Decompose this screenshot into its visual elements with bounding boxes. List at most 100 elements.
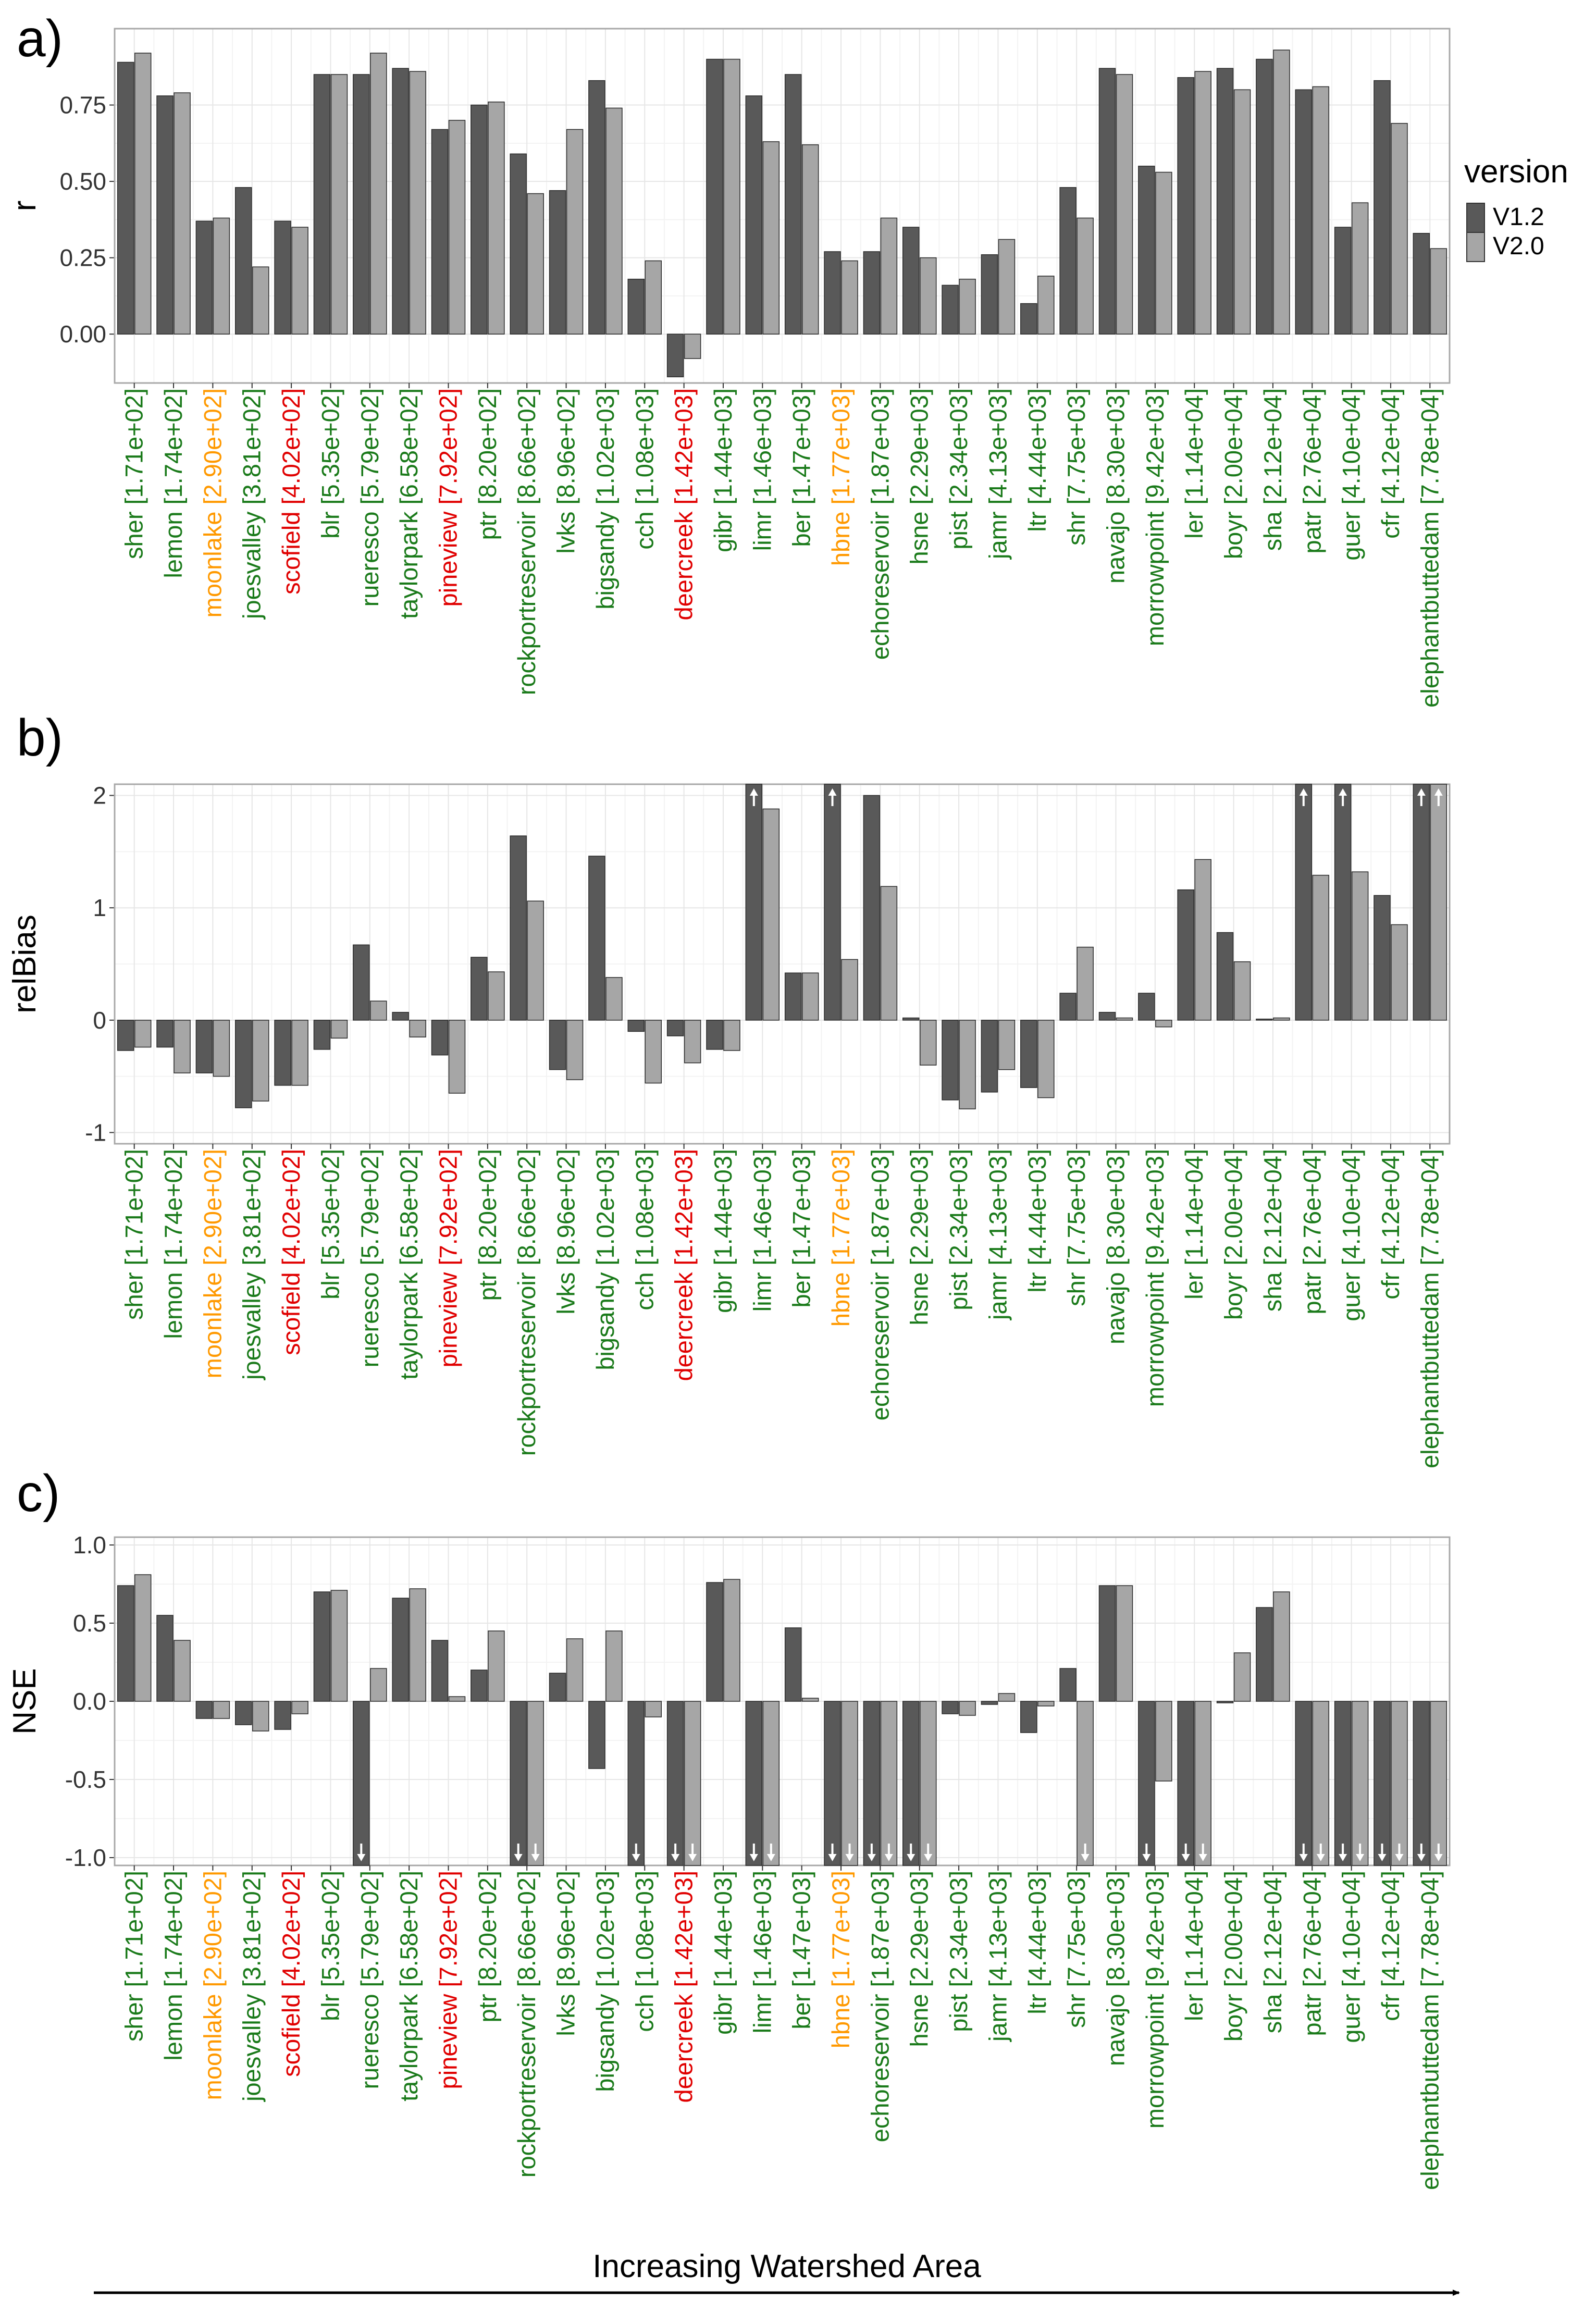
- offscale-arrowhead-icon: [514, 1854, 523, 1861]
- bar-gibr-v12: [706, 1582, 723, 1702]
- x-tick-label-pist: pist [2.34e+03]: [945, 1871, 972, 2032]
- bar-ptr-v20: [488, 101, 505, 335]
- y-tick-label: 0.75: [59, 92, 106, 119]
- x-tick-label-scofield: scofield [4.02e+02]: [277, 1871, 305, 2077]
- bar-sha-v12: [1256, 1018, 1273, 1021]
- x-tick-label-sha: sha [2.12e+04]: [1259, 388, 1286, 551]
- x-tick-label-echoreservoir: echoreservoir [1.87e+03]: [866, 1149, 894, 1420]
- x-tick-label-cfr: cfr [4.12e+04]: [1377, 1871, 1404, 2021]
- x-tick-label-sher: sher [1.71e+02]: [120, 1149, 148, 1320]
- x-tick-label-pineview: pineview [7.92e+02]: [435, 388, 462, 607]
- bar-limr-v12: [745, 784, 763, 1021]
- x-tick-label-shr: shr [7.75e+03]: [1062, 388, 1090, 546]
- bar-navajo-v20: [1116, 1585, 1133, 1702]
- bar-pineview-v12: [431, 129, 449, 335]
- bar-blr-v20: [330, 74, 348, 335]
- bar-elephantbuttedam-v12: [1413, 233, 1430, 335]
- x-tick-label-ler: ler [1.14e+04]: [1180, 1871, 1208, 2021]
- bar-bigsandy-v12: [588, 80, 605, 335]
- bar-patr-v12: [1295, 784, 1313, 1021]
- x-tick-label-sha: sha [2.12e+04]: [1259, 1149, 1286, 1312]
- bar-cfr-v20: [1391, 122, 1408, 335]
- bar-joesvalley-v20: [252, 1701, 269, 1732]
- bar-cch-v20: [645, 1701, 662, 1717]
- x-tick-label-rockportreservoir: rockportreservoir [8.66e+02]: [513, 1871, 540, 2178]
- offscale-arrowhead-icon: [357, 1854, 366, 1861]
- x-tick-label-patr: patr [2.76e+04]: [1298, 388, 1326, 554]
- offscale-arrowhead-icon: [1299, 788, 1308, 796]
- x-tick-label-boyr: boyr [2.00e+04]: [1220, 1149, 1247, 1320]
- y-tick-label: 2: [93, 782, 106, 809]
- x-tick-label-rockportreservoir: rockportreservoir [8.66e+02]: [513, 388, 540, 695]
- x-tick-label-ltr: ltr [4.44e+03]: [1023, 1871, 1051, 2014]
- bar-patr-v20: [1312, 86, 1330, 335]
- bar-guer-v12: [1334, 227, 1352, 335]
- offscale-arrowhead-icon: [671, 1854, 680, 1861]
- bar-boyr-v20: [1233, 1652, 1251, 1702]
- y-tick-label: 0.0: [73, 1688, 106, 1715]
- bar-lvks-v12: [549, 190, 566, 335]
- bar-morrowpoint-v12: [1138, 1701, 1155, 1866]
- y-axis-label: NSE: [7, 1668, 43, 1734]
- bar-sher-v12: [117, 1585, 134, 1702]
- bar-rueresco-v20: [370, 1668, 387, 1702]
- bar-pist-v20: [959, 1020, 976, 1109]
- y-axis-label: relBias: [7, 914, 43, 1013]
- bar-echoreservoir-v20: [880, 886, 898, 1021]
- bar-echoreservoir-v20: [880, 217, 898, 335]
- bar-ltr-v20: [1037, 1020, 1055, 1098]
- panel-a-label: a): [17, 9, 63, 68]
- bar-hsne-v12: [902, 1017, 920, 1021]
- bar-jamr-v12: [981, 254, 998, 335]
- bar-shr-v20: [1077, 1701, 1094, 1866]
- bar-boyr-v20: [1233, 961, 1251, 1021]
- bar-ptr-v20: [488, 1630, 505, 1702]
- offscale-arrowhead-icon: [1142, 1854, 1151, 1861]
- bar-navajo-v12: [1098, 68, 1116, 335]
- bar-moonlake-v20: [213, 1701, 230, 1719]
- x-tick-label-guer: guer [4.10e+04]: [1338, 388, 1365, 561]
- y-tick-label: 0.25: [59, 244, 106, 271]
- x-tick-label-morrowpoint: morrowpoint [9.42e+03]: [1141, 388, 1169, 646]
- bar-ber-v20: [801, 144, 819, 335]
- bar-joesvalley-v20: [252, 266, 269, 335]
- bar-blr-v20: [330, 1020, 348, 1039]
- bar-blr-v12: [313, 1591, 331, 1702]
- bar-cfr-v12: [1374, 895, 1391, 1021]
- bar-jamr-v20: [998, 1693, 1016, 1702]
- bar-navajo-v12: [1098, 1011, 1116, 1021]
- bar-shr-v12: [1059, 187, 1077, 335]
- bar-taylorpark-v12: [392, 1011, 409, 1021]
- bar-lvks-v12: [549, 1020, 566, 1070]
- bar-lemon-v12: [156, 1020, 174, 1048]
- bar-ptr-v12: [471, 957, 488, 1021]
- bar-ptr-v12: [471, 104, 488, 335]
- offscale-arrowhead-icon: [1316, 1854, 1325, 1861]
- y-tick-label: -0.5: [65, 1766, 106, 1793]
- bar-sha-v12: [1256, 1607, 1273, 1702]
- bar-bigsandy-v12: [588, 856, 605, 1021]
- bar-morrowpoint-v20: [1155, 171, 1172, 335]
- bar-sha-v12: [1256, 58, 1273, 335]
- legend-label-v12: V1.2: [1493, 203, 1544, 231]
- bar-taylorpark-v20: [409, 1588, 426, 1702]
- x-tick-label-taylorpark: taylorpark [6.58e+02]: [395, 1149, 423, 1380]
- y-axis-label: r: [7, 201, 43, 212]
- offscale-arrowhead-icon: [884, 1854, 893, 1861]
- bar-boyr-v12: [1216, 1701, 1234, 1703]
- bar-hbne-v12: [824, 251, 841, 335]
- x-tick-label-cfr: cfr [4.12e+04]: [1377, 1149, 1404, 1300]
- x-tick-label-lvks: lvks [8.96e+02]: [552, 388, 580, 553]
- bar-taylorpark-v20: [409, 1020, 426, 1037]
- bar-pineview-v20: [448, 120, 466, 335]
- bar-ltr-v12: [1020, 303, 1037, 335]
- bar-rueresco-v12: [353, 74, 370, 335]
- bar-bigsandy-v20: [605, 977, 623, 1021]
- bar-moonlake-v12: [195, 1701, 213, 1719]
- x-tick-label-rueresco: rueresco [5.79e+02]: [356, 1149, 383, 1367]
- x-tick-label-patr: patr [2.76e+04]: [1298, 1149, 1326, 1315]
- bar-patr-v12: [1295, 89, 1313, 335]
- bar-lemon-v20: [174, 1020, 191, 1073]
- x-tick-label-ber: ber [1.47e+03]: [788, 388, 815, 547]
- offscale-arrowhead-icon: [1395, 1854, 1404, 1861]
